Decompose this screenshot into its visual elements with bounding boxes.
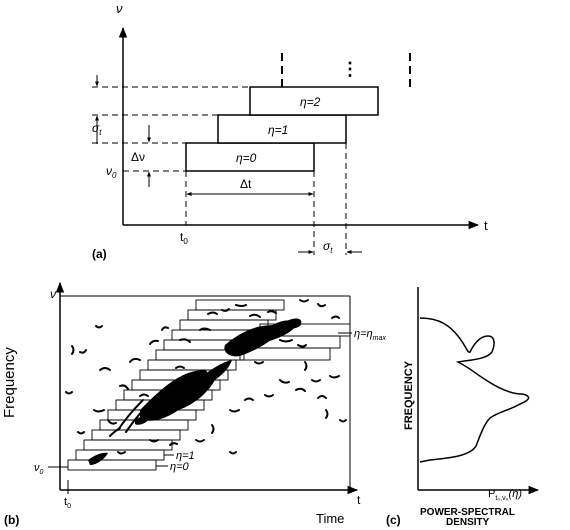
a-y-axis-symbol: ν	[116, 1, 123, 16]
a-panel-label: (a)	[92, 247, 107, 261]
a-nu0-label: ν0	[106, 164, 117, 180]
continuation-dots: ⋮	[341, 59, 359, 79]
b-y-axis-title: Frequency	[1, 347, 18, 418]
c-panel-label: (c)	[386, 513, 401, 527]
a-t0-label: t0	[180, 230, 188, 246]
b-t0-label: t0	[64, 496, 71, 510]
sigma-t-bottom-label: σt	[323, 239, 333, 255]
delta-nu-label: Δν	[131, 150, 145, 164]
delta-t-label: Δt	[240, 177, 252, 191]
panel-c: FREQUENCY Pt₀,ν₀(η) POWER-SPECTRAL DENSI…	[386, 287, 538, 528]
b-nu0-label: ν0	[34, 462, 44, 476]
panel-a: ν t η=0 η=1 η=2 ⋮ σt Δν ν0 Δt	[92, 1, 488, 261]
b-eta0-label: η=0	[170, 461, 190, 473]
c-x-axis-title-line2: DENSITY	[446, 517, 490, 528]
sigma-nu-label: σt	[92, 121, 102, 137]
band-eta-2-label: η=2	[300, 95, 321, 109]
b-eta1-label: η=1	[176, 450, 195, 462]
c-y-axis-title: FREQUENCY	[403, 360, 415, 430]
b-y-axis-symbol: ν	[50, 287, 56, 301]
b-panel-label: (b)	[4, 513, 19, 527]
b-etamax-label: η=ηmax	[354, 328, 386, 342]
c-psd-curve	[420, 318, 529, 462]
b-x-axis-symbol: t	[357, 493, 361, 507]
a-x-axis-symbol: t	[484, 218, 488, 233]
b-x-axis-title: Time	[316, 511, 344, 526]
panel-b: ν t	[1, 283, 386, 527]
band-eta-1-label: η=1	[268, 123, 288, 137]
band-eta-0-label: η=0	[236, 151, 257, 165]
